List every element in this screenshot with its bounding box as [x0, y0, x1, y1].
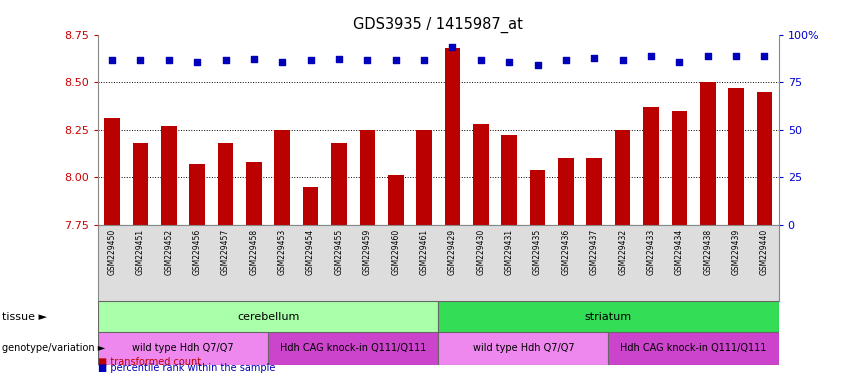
Text: GSM229438: GSM229438	[703, 228, 712, 275]
Text: GSM229436: GSM229436	[562, 228, 570, 275]
Text: GSM229459: GSM229459	[363, 228, 372, 275]
Point	[247, 56, 260, 62]
Text: cerebellum: cerebellum	[237, 312, 300, 322]
Text: GSM229454: GSM229454	[306, 228, 315, 275]
Bar	[190, 164, 205, 225]
Text: GSM229450: GSM229450	[107, 228, 117, 275]
Bar	[98, 332, 268, 365]
Text: Hdh CAG knock-in Q111/Q111: Hdh CAG knock-in Q111/Q111	[280, 343, 426, 354]
Point	[162, 57, 175, 63]
Point	[332, 56, 346, 62]
Bar	[133, 143, 148, 225]
Point	[531, 62, 545, 68]
Text: GSM229440: GSM229440	[760, 228, 769, 275]
Bar	[416, 130, 432, 225]
Text: GSM229439: GSM229439	[732, 228, 740, 275]
Bar	[388, 175, 403, 225]
Point	[616, 57, 630, 63]
Point	[417, 57, 431, 63]
Bar	[98, 301, 438, 332]
Point	[757, 53, 771, 60]
Point	[701, 53, 715, 60]
Text: GSM229455: GSM229455	[334, 228, 344, 275]
Text: Hdh CAG knock-in Q111/Q111: Hdh CAG knock-in Q111/Q111	[620, 343, 767, 354]
Text: GSM229458: GSM229458	[249, 228, 259, 275]
Bar	[359, 130, 375, 225]
Bar	[586, 158, 603, 225]
Bar	[757, 92, 773, 225]
Bar	[445, 48, 460, 225]
Bar	[218, 143, 233, 225]
Bar	[268, 332, 438, 365]
Bar	[700, 82, 716, 225]
Point	[474, 57, 488, 63]
Text: GSM229453: GSM229453	[277, 228, 287, 275]
Text: GSM229451: GSM229451	[136, 228, 145, 275]
Bar	[728, 88, 744, 225]
Bar	[608, 332, 779, 365]
Point	[587, 55, 601, 61]
Bar	[438, 301, 779, 332]
Text: GSM229435: GSM229435	[533, 228, 542, 275]
Point	[276, 59, 289, 65]
Point	[644, 53, 658, 60]
Point	[729, 53, 743, 60]
Point	[304, 57, 317, 63]
Text: GSM229460: GSM229460	[391, 228, 400, 275]
Bar	[671, 111, 688, 225]
Text: striatum: striatum	[585, 312, 632, 322]
Text: GSM229457: GSM229457	[221, 228, 230, 275]
Text: wild type Hdh Q7/Q7: wild type Hdh Q7/Q7	[132, 343, 234, 354]
Point	[446, 44, 460, 50]
Bar	[303, 187, 318, 225]
Text: genotype/variation ►: genotype/variation ►	[2, 343, 105, 354]
Bar	[529, 169, 545, 225]
Text: GSM229461: GSM229461	[420, 228, 429, 275]
Point	[134, 57, 147, 63]
Text: GSM229432: GSM229432	[618, 228, 627, 275]
Text: ■ percentile rank within the sample: ■ percentile rank within the sample	[98, 363, 275, 373]
Text: GSM229431: GSM229431	[505, 228, 514, 275]
Text: wild type Hdh Q7/Q7: wild type Hdh Q7/Q7	[472, 343, 574, 354]
Point	[502, 59, 516, 65]
Text: GSM229456: GSM229456	[192, 228, 202, 275]
Text: GSM229434: GSM229434	[675, 228, 684, 275]
Text: GSM229430: GSM229430	[477, 228, 485, 275]
Point	[219, 57, 232, 63]
Bar	[643, 107, 659, 225]
Bar	[331, 143, 347, 225]
Text: GSM229429: GSM229429	[448, 228, 457, 275]
Bar	[473, 124, 488, 225]
Bar	[246, 162, 262, 225]
Point	[559, 57, 573, 63]
Title: GDS3935 / 1415987_at: GDS3935 / 1415987_at	[353, 17, 523, 33]
Bar	[501, 135, 517, 225]
Point	[191, 59, 204, 65]
Text: ■ transformed count: ■ transformed count	[98, 358, 201, 367]
Point	[672, 59, 686, 65]
Point	[361, 57, 374, 63]
Bar	[558, 158, 574, 225]
Point	[106, 57, 119, 63]
Text: tissue ►: tissue ►	[2, 312, 47, 322]
Bar	[274, 130, 290, 225]
Text: GSM229433: GSM229433	[647, 228, 655, 275]
Text: GSM229437: GSM229437	[590, 228, 599, 275]
Bar	[614, 130, 631, 225]
Text: GSM229452: GSM229452	[164, 228, 174, 275]
Bar	[438, 332, 608, 365]
Point	[389, 57, 403, 63]
Bar	[161, 126, 177, 225]
Bar	[105, 118, 120, 225]
